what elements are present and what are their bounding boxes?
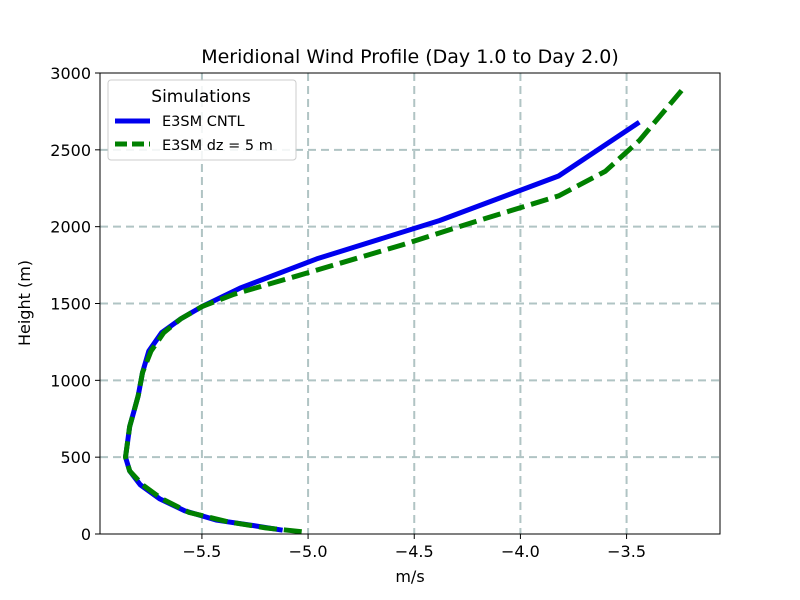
x-tick-label: −3.5: [607, 542, 646, 561]
y-tick-label: 3000: [50, 64, 91, 83]
legend-box: [107, 79, 297, 161]
x-tick-label: −4.5: [395, 542, 434, 561]
legend-title: Simulations: [151, 87, 251, 107]
series-line-dz5: [123, 83, 688, 535]
y-tick-label: 1000: [50, 371, 91, 390]
chart-title: Meridional Wind Profile (Day 1.0 to Day …: [201, 46, 619, 68]
y-tick-label: 1500: [50, 295, 91, 314]
legend: Simulations E3SM CNTL E3SM dz = 5 m: [107, 79, 297, 161]
legend-label-cntl: E3SM CNTL: [162, 114, 245, 130]
grid-lines: [100, 73, 720, 534]
series-lines: [123, 83, 688, 535]
x-tick-label: −5.0: [289, 542, 328, 561]
x-axis-label: m/s: [395, 567, 424, 586]
y-tick-label: 500: [60, 448, 91, 467]
axis-ticks: −5.5 −5.0 −4.5 −4.0 −3.5 0 500 1000 1500 2000 2500…: [50, 64, 646, 561]
x-tick-label: −5.5: [182, 542, 221, 561]
y-tick-label: 2000: [50, 218, 91, 237]
legend-label-dz5: E3SM dz = 5 m: [162, 138, 273, 154]
y-tick-label: 2500: [50, 141, 91, 160]
y-axis-label: Height (m): [15, 260, 34, 346]
y-tick-label: 0: [81, 525, 91, 544]
x-tick-label: −4.0: [501, 542, 540, 561]
